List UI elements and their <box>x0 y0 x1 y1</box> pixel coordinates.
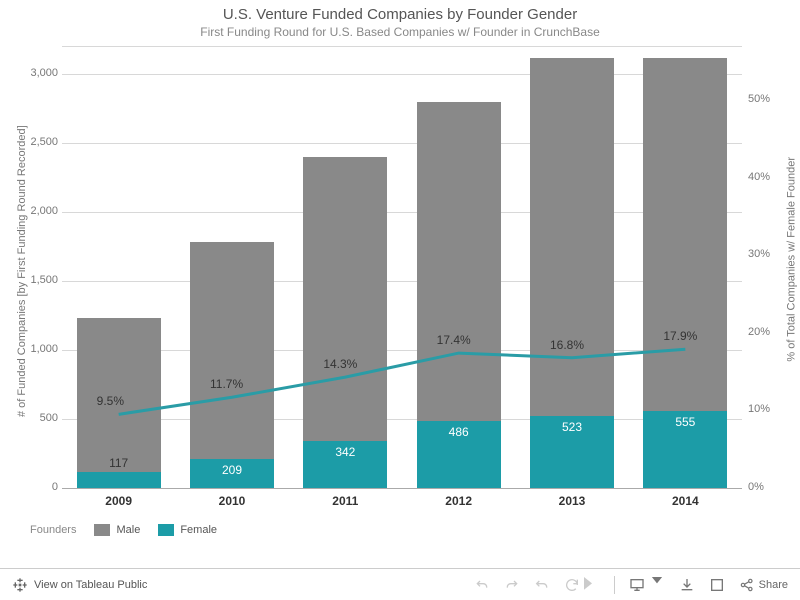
undo-button[interactable] <box>474 577 490 593</box>
tableau-logo-icon <box>12 577 28 593</box>
bar-value-label: 342 <box>303 445 387 459</box>
y1-tick-label: 2,500 <box>30 136 58 148</box>
revert-button[interactable] <box>534 577 550 593</box>
toolbar-icons: Share <box>474 576 788 594</box>
share-button[interactable]: Share <box>739 577 788 593</box>
y1-tick-label: 500 <box>40 412 58 424</box>
swatch-male <box>94 524 110 536</box>
bar-value-label: 523 <box>530 420 614 434</box>
gridline <box>62 281 742 282</box>
y2-tick-label: 10% <box>748 403 770 415</box>
y1-tick-label: 2,000 <box>30 205 58 217</box>
x-category-label: 2012 <box>417 494 501 508</box>
toolbar-separator <box>614 576 615 594</box>
pct-label: 9.5% <box>97 394 124 408</box>
bar-male[interactable] <box>530 58 614 416</box>
view-on-tableau-label: View on Tableau Public <box>34 579 147 591</box>
share-label: Share <box>759 579 788 591</box>
pct-label: 11.7% <box>210 377 243 391</box>
pct-label: 17.4% <box>437 333 471 347</box>
y2-tick-label: 40% <box>748 171 770 183</box>
bar-value-label: 209 <box>190 463 274 477</box>
y1-tick-label: 3,000 <box>30 67 58 79</box>
bar-male[interactable] <box>303 157 387 440</box>
fullscreen-button[interactable] <box>709 577 725 593</box>
x-category-label: 2009 <box>77 494 161 508</box>
pct-label: 16.8% <box>550 338 584 352</box>
y2-tick-label: 20% <box>748 326 770 338</box>
gridline <box>62 212 742 213</box>
y1-tick-label: 1,000 <box>30 343 58 355</box>
pct-label: 17.9% <box>663 329 697 343</box>
chart-container: U.S. Venture Funded Companies by Founder… <box>0 0 800 560</box>
gridline <box>62 74 742 75</box>
tableau-toolbar: View on Tableau Public Share <box>0 568 800 600</box>
swatch-female <box>158 524 174 536</box>
y2-tick-label: 30% <box>748 248 770 260</box>
bar-male[interactable] <box>190 242 274 459</box>
gridline <box>62 419 742 420</box>
y1-tick-label: 1,500 <box>30 274 58 286</box>
presentation-button[interactable] <box>629 577 665 593</box>
bar-female[interactable] <box>77 472 161 488</box>
plot-area: 11720099.5%209201011.7%342201114.3%48620… <box>62 46 742 488</box>
view-on-tableau-link[interactable]: View on Tableau Public <box>12 577 147 593</box>
x-category-label: 2013 <box>530 494 614 508</box>
bar-male[interactable] <box>417 102 501 421</box>
chart-subtitle: First Funding Round for U.S. Based Compa… <box>0 23 800 39</box>
legend: Founders Male Female <box>30 524 217 536</box>
download-button[interactable] <box>679 577 695 593</box>
bar-male[interactable] <box>643 58 727 411</box>
trend-line <box>62 46 742 488</box>
y2-tick-label: 0% <box>748 481 764 493</box>
legend-male-label: Male <box>116 524 140 536</box>
bar-value-label: 555 <box>643 415 727 429</box>
x-category-label: 2014 <box>643 494 727 508</box>
bar-value-label: 486 <box>417 425 501 439</box>
gridline <box>62 143 742 144</box>
bar-value-label: 117 <box>77 456 161 470</box>
refresh-button[interactable] <box>564 577 600 593</box>
y2-axis-label: % of Total Companies w/ Female Founder <box>786 157 798 362</box>
chart-title: U.S. Venture Funded Companies by Founder… <box>0 0 800 23</box>
y1-axis-label: # of Funded Companies [by First Funding … <box>16 125 28 417</box>
legend-title: Founders <box>30 524 76 536</box>
legend-female: Female <box>158 524 217 536</box>
legend-female-label: Female <box>180 524 217 536</box>
pct-label: 14.3% <box>323 357 357 371</box>
y2-tick-label: 50% <box>748 93 770 105</box>
x-category-label: 2011 <box>303 494 387 508</box>
y1-tick-label: 0 <box>52 481 58 493</box>
redo-button[interactable] <box>504 577 520 593</box>
gridline <box>62 350 742 351</box>
x-category-label: 2010 <box>190 494 274 508</box>
legend-male: Male <box>94 524 140 536</box>
